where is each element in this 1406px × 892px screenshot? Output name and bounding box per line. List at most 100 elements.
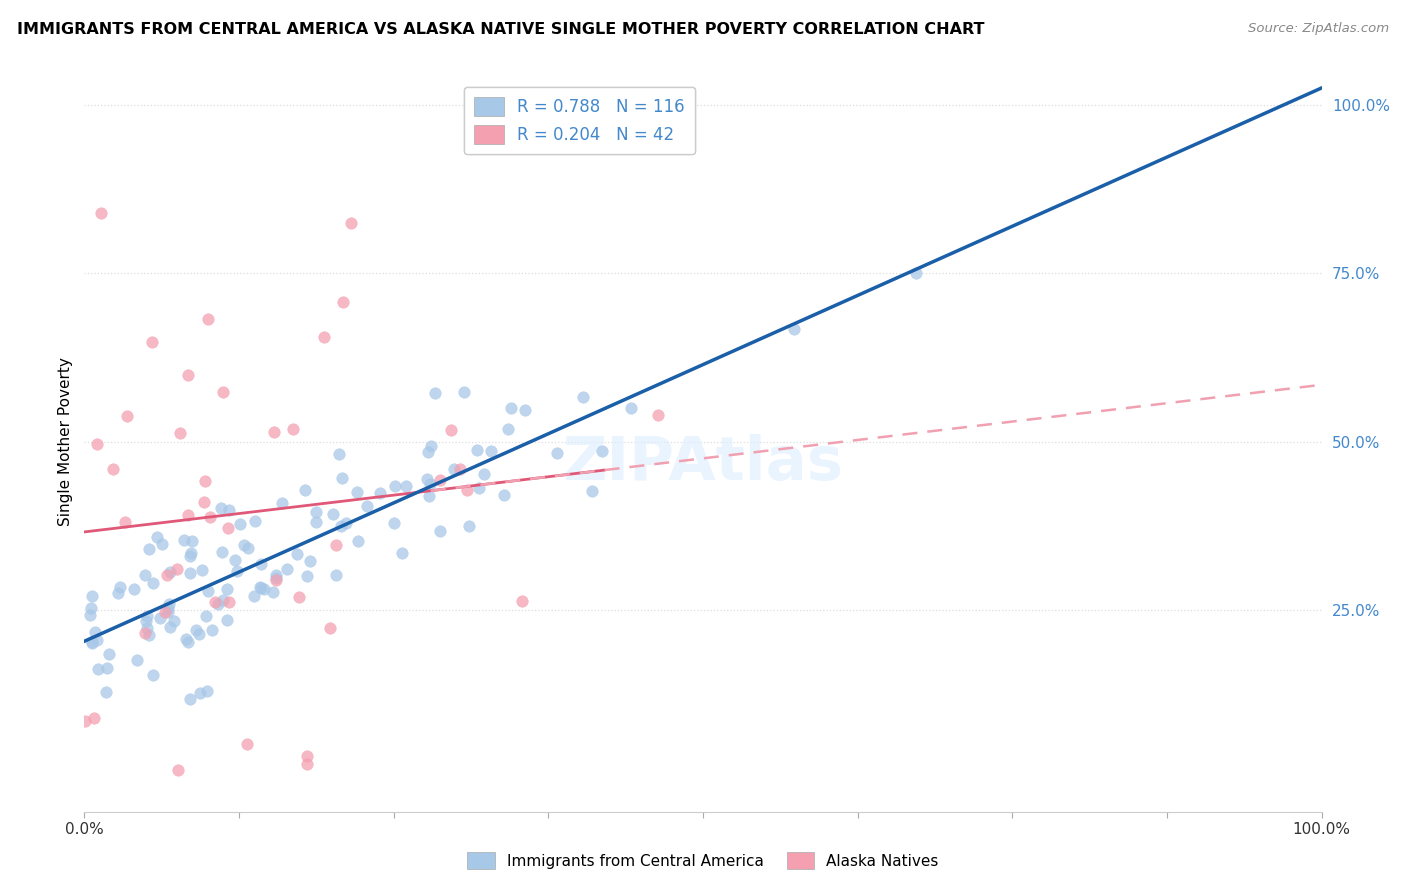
Point	[449, 461, 471, 475]
Point	[429, 524, 451, 538]
Point	[135, 614, 157, 628]
Point	[498, 422, 520, 436]
Point	[197, 583, 219, 598]
Point	[479, 443, 502, 458]
Point	[415, 472, 437, 486]
Point	[177, 368, 200, 383]
Text: Source: ZipAtlas.com: Source: ZipAtlas.com	[1249, 22, 1389, 36]
Point	[395, 479, 418, 493]
Point	[157, 601, 180, 615]
Point	[166, 763, 188, 777]
Point	[456, 483, 478, 498]
Point	[146, 531, 169, 545]
Point	[332, 471, 354, 485]
Point	[465, 442, 488, 457]
Point	[209, 500, 232, 515]
Point	[276, 562, 298, 576]
Point	[194, 474, 217, 488]
Point	[225, 564, 247, 578]
Point	[195, 684, 218, 698]
Point	[416, 445, 439, 459]
Point	[429, 473, 451, 487]
Point	[423, 386, 446, 401]
Point	[499, 401, 522, 415]
Point	[249, 580, 271, 594]
Point	[180, 546, 202, 560]
Point	[179, 566, 201, 581]
Point	[80, 636, 103, 650]
Point	[468, 482, 491, 496]
Point	[647, 408, 669, 422]
Point	[591, 443, 613, 458]
Legend: R = 0.788   N = 116, R = 0.204   N = 42: R = 0.788 N = 116, R = 0.204 N = 42	[464, 87, 695, 154]
Point	[325, 568, 347, 582]
Point	[188, 685, 211, 699]
Point	[235, 737, 257, 751]
Point	[285, 547, 308, 561]
Point	[443, 462, 465, 476]
Point	[159, 565, 181, 579]
Point	[204, 595, 226, 609]
Point	[299, 554, 322, 568]
Point	[328, 447, 350, 461]
Point	[136, 621, 159, 635]
Point	[304, 515, 326, 529]
Point	[217, 582, 239, 596]
Point	[138, 542, 160, 557]
Point	[329, 518, 352, 533]
Point	[457, 519, 479, 533]
Point	[177, 508, 200, 523]
Point	[179, 692, 201, 706]
Point	[453, 384, 475, 399]
Point	[264, 567, 287, 582]
Point	[264, 571, 287, 585]
Point	[90, 205, 112, 219]
Point	[264, 573, 287, 587]
Point	[332, 294, 354, 309]
Point	[176, 635, 198, 649]
Point	[243, 589, 266, 603]
Point	[201, 624, 224, 638]
Point	[212, 593, 235, 607]
Point	[295, 749, 318, 764]
Point	[186, 623, 208, 637]
Point	[384, 479, 406, 493]
Point	[217, 613, 239, 627]
Point	[513, 403, 536, 417]
Point	[224, 553, 246, 567]
Point	[783, 322, 806, 336]
Point	[156, 568, 179, 582]
Point	[581, 483, 603, 498]
Point	[440, 423, 463, 437]
Point	[319, 621, 342, 635]
Point	[474, 467, 496, 482]
Point	[125, 653, 148, 667]
Point	[83, 711, 105, 725]
Point	[250, 558, 273, 572]
Point	[229, 516, 252, 531]
Point	[263, 425, 285, 439]
Point	[98, 647, 121, 661]
Point	[150, 537, 173, 551]
Point	[141, 335, 163, 350]
Point	[238, 541, 260, 555]
Point	[356, 499, 378, 513]
Point	[157, 597, 180, 611]
Point	[174, 632, 197, 646]
Point	[295, 568, 318, 582]
Point	[142, 668, 165, 682]
Point	[108, 580, 131, 594]
Point	[211, 385, 233, 400]
Point	[325, 538, 347, 552]
Point	[305, 506, 328, 520]
Point	[218, 503, 240, 517]
Point	[211, 544, 233, 558]
Point	[180, 533, 202, 548]
Point	[620, 401, 643, 416]
Point	[346, 485, 368, 500]
Point	[138, 628, 160, 642]
Point	[368, 485, 391, 500]
Point	[391, 546, 413, 560]
Point	[322, 507, 344, 521]
Point	[243, 514, 266, 528]
